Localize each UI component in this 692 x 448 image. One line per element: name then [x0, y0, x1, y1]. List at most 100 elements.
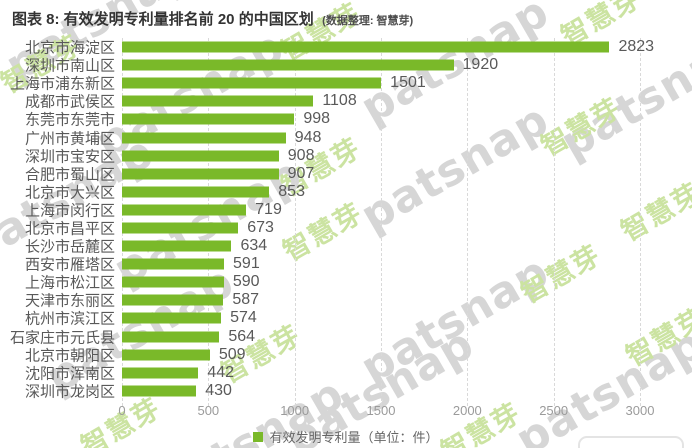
category-label: 北京市大兴区	[24, 184, 115, 202]
category-label: 上海市松江区	[24, 274, 115, 292]
value-label: 673	[247, 218, 274, 236]
category-label: 沈阳市浑南区	[24, 365, 115, 383]
category-label: 北京市朝阳区	[24, 347, 115, 365]
chart-header: 图表 8: 有效发明专利量排名前 20 的中国区划 (数据整理: 智慧芽)	[12, 8, 413, 29]
category-label: 东莞市东莞市	[24, 111, 115, 129]
bar	[122, 186, 270, 198]
value-label: 590	[232, 273, 260, 291]
value-label: 1920	[462, 56, 499, 74]
bar-row: 北京市大兴区 853	[25, 182, 640, 202]
bar	[122, 331, 220, 343]
bar	[122, 240, 232, 252]
bar	[122, 349, 210, 361]
bar	[122, 367, 199, 379]
legend-swatch	[253, 431, 264, 442]
bar	[122, 132, 286, 144]
category-label: 长沙市岳麓区	[24, 238, 115, 256]
source-note: (数据整理: 智慧芽)	[322, 15, 414, 27]
category-label: 上海市浦东新区	[9, 75, 115, 93]
bar-row: 长沙市岳麓区 634	[25, 237, 640, 256]
bar	[122, 113, 295, 125]
bar-row: 深圳市龙岗区 430	[25, 381, 640, 401]
bar	[122, 168, 279, 180]
gridline	[381, 38, 382, 406]
bar-row: 上海市松江区 590	[25, 273, 640, 292]
category-label: 深圳市南山区	[24, 57, 115, 75]
bar	[122, 276, 224, 288]
value-label: 853	[278, 182, 305, 200]
value-label: 2823	[618, 38, 655, 56]
bar	[122, 59, 454, 71]
value-label: 908	[287, 146, 315, 164]
gridline	[208, 38, 210, 406]
corner-box-decoration	[578, 436, 684, 448]
gridline	[467, 38, 469, 406]
bar-row: 北京市海淀区 2823	[25, 38, 654, 57]
value-label: 564	[228, 327, 256, 345]
bar	[122, 385, 197, 397]
value-label: 1108	[322, 92, 357, 110]
x-tick-label: 2000	[452, 403, 482, 418]
category-label: 北京市海淀区	[24, 39, 115, 57]
category-label: 杭州市滨江区	[24, 310, 115, 328]
bar-row: 合肥市蜀山区 907	[25, 164, 640, 184]
bar	[122, 150, 279, 162]
x-axis: 0 500 1000 1500 2000 2500 3000	[118, 403, 654, 419]
category-label: 成都市武侯区	[24, 93, 115, 111]
value-label: 634	[240, 237, 268, 255]
bar-row: 杭州市滨江区 574	[25, 309, 640, 328]
value-label: 430	[205, 381, 232, 399]
x-tick-label: 2500	[539, 403, 569, 418]
value-label: 907	[287, 164, 315, 182]
bar-row: 沈阳市浑南区 442	[25, 363, 640, 383]
value-label: 1501	[390, 74, 426, 92]
bar-chart-plot-area: 北京市海淀区 2823 深圳市南山区 1920 上海市浦东新区 1501 成都市武侯区 110…	[10, 38, 654, 406]
bar-row: 广州市黄埔区 948	[25, 128, 640, 148]
bar	[122, 95, 314, 107]
bar	[122, 41, 610, 53]
bar-rows: 北京市海淀区 2823 深圳市南山区 1920 上海市浦东新区 1501 成都市武侯区 110…	[10, 38, 654, 401]
legend: 有效发明专利量（单位：件）	[0, 427, 692, 446]
category-label: 北京市昌平区	[24, 220, 115, 238]
gridline	[122, 38, 123, 406]
value-label: 998	[303, 110, 331, 128]
x-tick-label: 1500	[366, 403, 396, 418]
category-label: 西安市雁塔区	[24, 256, 115, 274]
gridline	[294, 38, 296, 406]
bar-row: 深圳市南山区 1920	[25, 56, 640, 75]
category-label: 天津市东丽区	[24, 292, 115, 310]
value-label: 587	[232, 291, 260, 309]
chart-title: 图表 8: 有效发明专利量排名前 20 的中国区划	[12, 11, 314, 28]
bar	[122, 258, 225, 270]
bar	[122, 312, 222, 324]
x-tick-label: 0	[118, 403, 126, 418]
bar	[122, 294, 224, 306]
bar-row: 天津市东丽区 587	[25, 291, 640, 310]
category-label: 深圳市龙岗区	[24, 383, 115, 401]
value-label: 442	[207, 363, 235, 381]
value-label: 948	[294, 128, 322, 146]
x-tick-label: 500	[197, 403, 220, 418]
legend-label: 有效发明专利量（单位：件）	[269, 430, 439, 445]
bar-row: 上海市闵行区 719	[25, 200, 640, 220]
bar	[122, 204, 247, 216]
bar-row: 北京市朝阳区 509	[25, 345, 640, 365]
bar-row: 深圳市宝安区 908	[25, 146, 640, 166]
value-label: 574	[230, 309, 257, 327]
bar	[122, 222, 239, 234]
value-label: 591	[233, 255, 260, 273]
category-label: 上海市闵行区	[24, 202, 115, 220]
value-label: 719	[255, 200, 282, 218]
gridline	[640, 38, 641, 406]
category-label: 石家庄市元氏县	[9, 329, 115, 347]
category-label: 合肥市蜀山区	[24, 166, 115, 184]
x-tick-label: 1000	[280, 403, 310, 418]
bar-row: 东莞市东莞市 998	[25, 110, 640, 129]
bar-row: 北京市昌平区 673	[25, 218, 640, 238]
value-label: 509	[218, 345, 246, 363]
bar-row: 上海市浦东新区 1501	[10, 74, 640, 93]
bar	[122, 77, 382, 89]
category-label: 深圳市宝安区	[24, 148, 115, 166]
bar-row: 石家庄市元氏县 564	[10, 327, 640, 347]
